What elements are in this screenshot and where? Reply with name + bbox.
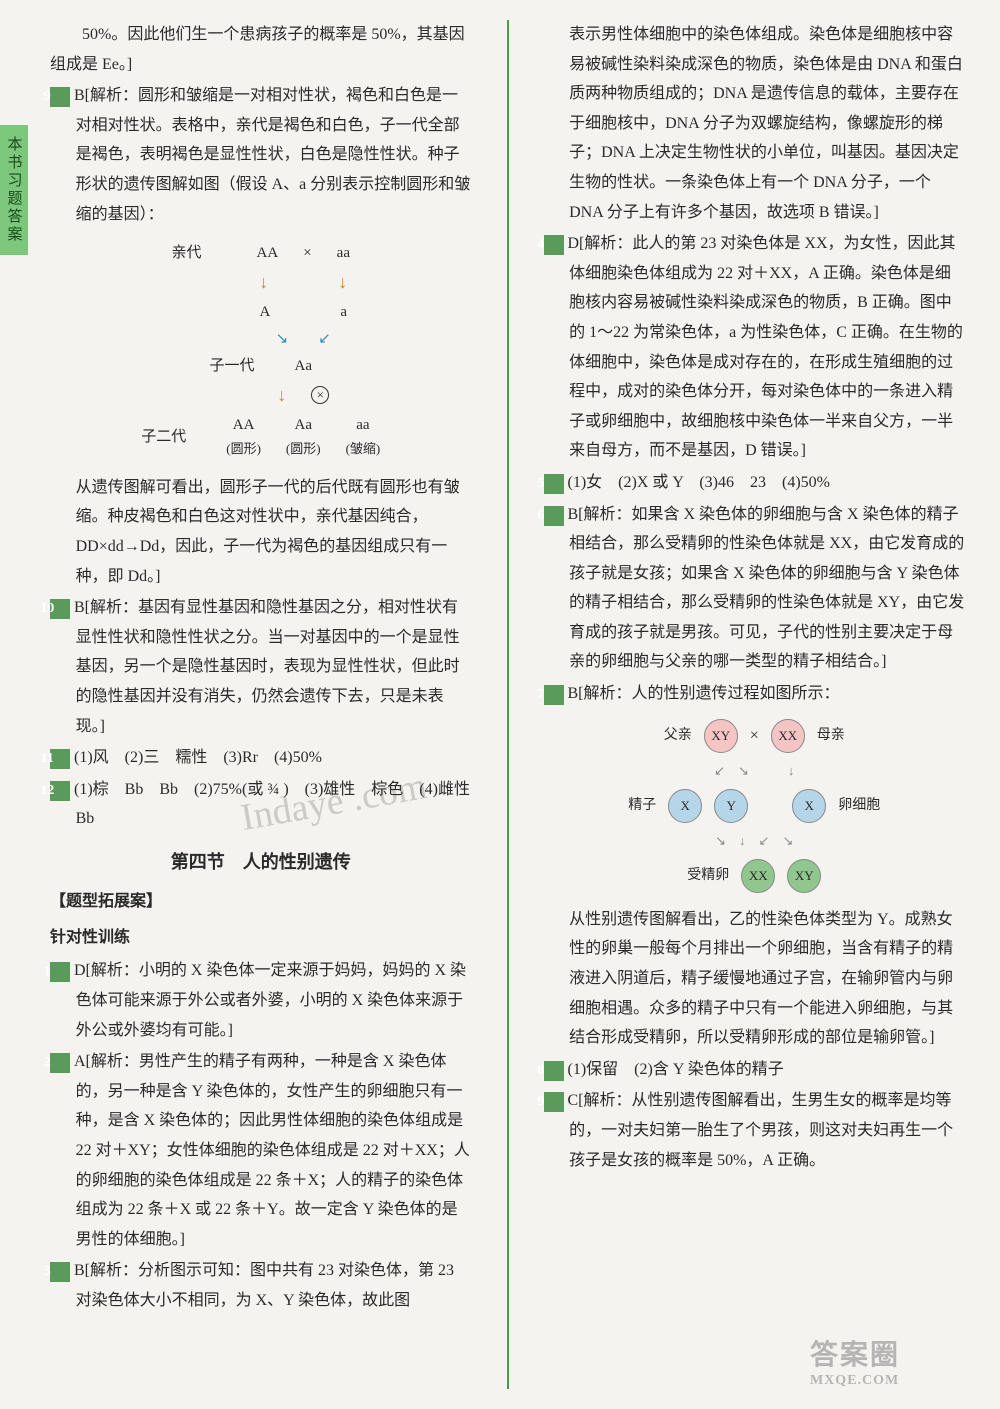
d-row4-c: aa xyxy=(356,417,369,433)
zygote-xy-node: XY xyxy=(787,859,821,893)
footer-brand: 答案圈 MXQE.COM xyxy=(810,1333,900,1389)
arrow-icon: ↓ xyxy=(338,268,347,297)
q10-text: B[解析：基因有显性基因和隐性基因之分，相对性状有显性性状和隐性性状之分。当一对… xyxy=(74,599,460,734)
father-node: XY xyxy=(704,719,738,753)
q9-num: 9 xyxy=(50,87,70,107)
expand-heading: 【题型拓展案】 xyxy=(50,887,472,917)
arrow-converge-icon: ↘ ↙ xyxy=(276,327,331,351)
t4-num: 4 xyxy=(544,235,564,255)
sperm-y-node: Y xyxy=(714,789,748,823)
sperm-x-node: X xyxy=(668,789,702,823)
t7: 7B[解析：人的性别遗传过程如图所示： xyxy=(544,679,966,709)
d-row2-b: a xyxy=(340,300,347,324)
t3-text: B[解析：分析图示可知：图中共有 23 对染色体，第 23 对染色体大小不相同，… xyxy=(74,1262,454,1309)
q12: 12(1)棕 Bb Bb (2)75%(或 ¾ ) (3)雄性 棕色 (4)雌性… xyxy=(50,775,472,834)
d-row4-label: 子二代 xyxy=(141,425,201,449)
t1-text: D[解析：小明的 X 染色体一定来源于妈妈，妈妈的 X 染色体可能来源于外公或者… xyxy=(74,962,466,1038)
d-row1-b: aa xyxy=(337,241,350,265)
fertilized-label: 受精卵 xyxy=(687,863,729,889)
d-row3: Aa xyxy=(295,354,313,378)
t5-num: 5 xyxy=(544,474,564,494)
d-row4-a-sub: (圆形) xyxy=(226,441,261,456)
cross-icon: × xyxy=(750,721,759,751)
t9-text: C[解析：从性别遗传图解看出，生男生女的概率是均等的，一对夫妇第一胎生了个男孩，… xyxy=(568,1092,954,1168)
t8: 8(1)保留 (2)含 Y 染色体的精子 xyxy=(544,1055,966,1085)
t9-num: 9 xyxy=(544,1092,564,1112)
d-row2-a: A xyxy=(259,300,270,324)
t8-text: (1)保留 (2)含 Y 染色体的精子 xyxy=(568,1061,784,1078)
t3-num: 3 xyxy=(50,1262,70,1282)
arrow-converge-icon: ↘ ↓ ↙ ↘ xyxy=(715,829,793,853)
arrow-icon: ↓ xyxy=(277,381,286,410)
mother-node: XX xyxy=(771,719,805,753)
q11-text: (1)风 (2)三 糯性 (3)Rr (4)50% xyxy=(74,749,322,766)
q12-num: 12 xyxy=(50,781,70,801)
t4-text: D[解析：此人的第 23 对染色体是 XX，为女性，因此其体细胞染色体组成为 2… xyxy=(568,235,963,459)
q10: 10B[解析：基因有显性基因和隐性基因之分，相对性状有显性性状和隐性性状之分。当… xyxy=(50,593,472,741)
d-row4-a: AA xyxy=(233,417,255,433)
d-row1-a: AA xyxy=(257,241,279,265)
self-cross-icon: × xyxy=(311,386,329,404)
left-p1: 50%。因此他们生一个患病孩子的概率是 50%，其基因组成是 Ee。] xyxy=(50,20,472,79)
side-tab: 本书习题答案 xyxy=(0,125,28,255)
father-label: 父亲 xyxy=(664,723,692,749)
column-divider xyxy=(507,20,509,1389)
arrow-icon: ↓ xyxy=(259,268,268,297)
t9: 9C[解析：从性别遗传图解看出，生男生女的概率是均等的，一对夫妇第一胎生了个男孩… xyxy=(544,1086,966,1175)
d-row1-x: × xyxy=(303,241,311,265)
section-4-title: 第四节 人的性别遗传 xyxy=(50,846,472,879)
heredity-diagram: 父亲 XY × XX 母亲 ↙ ↘ ↓ 精子 X Y X 卵细胞 ↘ ↓ ↙ ↘ xyxy=(544,719,966,893)
q9: 9B[解析：圆形和皱缩是一对相对性状，褐色和白色是一对相对性状。表格中，亲代是褐… xyxy=(50,81,472,229)
q10-num: 10 xyxy=(50,599,70,619)
d-row1-label: 亲代 xyxy=(172,241,232,265)
t8-num: 8 xyxy=(544,1061,564,1081)
t5: 5(1)女 (2)X 或 Y (3)46 23 (4)50% xyxy=(544,468,966,498)
egg-x-node: X xyxy=(792,789,826,823)
q12-text: (1)棕 Bb Bb (2)75%(或 ¾ ) (3)雄性 棕色 (4)雌性 B… xyxy=(74,781,486,828)
t7-cont: 从性别遗传图解看出，乙的性染色体类型为 Y。成熟女性的卵巢一般每个月排出一个卵细… xyxy=(544,905,966,1053)
t3: 3B[解析：分析图示可知：图中共有 23 对染色体，第 23 对染色体大小不相同… xyxy=(50,1256,472,1315)
t2-text: A[解析：男性产生的精子有两种，一种是含 X 染色体的，另一种是含 Y 染色体的… xyxy=(74,1053,470,1248)
right-p1: 表示男性体细胞中的染色体组成。染色体是细胞核中容易被碱性染料染成深色的物质，染色… xyxy=(544,20,966,227)
t5-text: (1)女 (2)X 或 Y (3)46 23 (4)50% xyxy=(568,474,830,491)
t4: 4D[解析：此人的第 23 对染色体是 XX，为女性，因此其体细胞染色体组成为 … xyxy=(544,229,966,466)
t6-text: B[解析：如果含 X 染色体的卵细胞与含 X 染色体的精子相结合，那么受精卵的性… xyxy=(568,506,965,671)
egg-label: 卵细胞 xyxy=(838,793,880,819)
t7-num: 7 xyxy=(544,685,564,705)
d-row4-b-sub: (圆形) xyxy=(286,441,321,456)
t6: 6B[解析：如果含 X 染色体的卵细胞与含 X 染色体的精子相结合，那么受精卵的… xyxy=(544,500,966,678)
t2-num: 2 xyxy=(50,1053,70,1073)
footer-brand-text: 答案圈 xyxy=(810,1340,900,1371)
genetics-diagram: 亲代 AA × aa ↓ ↓ A a ↘ ↙ 子一代 xyxy=(50,241,472,461)
q9-cont: 从遗传图解可看出，圆形子一代的后代既有圆形也有皱缩。种皮褐色和白色这对性状中，亲… xyxy=(50,473,472,591)
targeted-heading: 针对性训练 xyxy=(50,923,472,953)
d-row3-label: 子一代 xyxy=(210,354,270,378)
sperm-label: 精子 xyxy=(628,793,656,819)
page-content: 50%。因此他们生一个患病孩子的概率是 50%，其基因组成是 Ee。] 9B[解… xyxy=(50,20,965,1389)
t2: 2A[解析：男性产生的精子有两种，一种是含 X 染色体的，另一种是含 Y 染色体… xyxy=(50,1047,472,1254)
q11-num: 11 xyxy=(50,749,70,769)
arrow-diverge-icon: ↙ ↘ ↓ xyxy=(714,759,794,783)
zygote-xx-node: XX xyxy=(741,859,775,893)
mother-label: 母亲 xyxy=(817,723,845,749)
right-column: 表示男性体细胞中的染色体组成。染色体是细胞核中容易被碱性染料染成深色的物质，染色… xyxy=(544,20,966,1389)
footer-url: MXQE.COM xyxy=(810,1373,900,1389)
t1: 1D[解析：小明的 X 染色体一定来源于妈妈，妈妈的 X 染色体可能来源于外公或… xyxy=(50,956,472,1045)
t1-num: 1 xyxy=(50,962,70,982)
d-row4-b: Aa xyxy=(294,417,312,433)
d-row4-c-sub: (皱缩) xyxy=(346,441,381,456)
q11: 11(1)风 (2)三 糯性 (3)Rr (4)50% xyxy=(50,743,472,773)
t7-text: B[解析：人的性别遗传过程如图所示： xyxy=(568,685,840,702)
q9-text: B[解析：圆形和皱缩是一对相对性状，褐色和白色是一对相对性状。表格中，亲代是褐色… xyxy=(74,87,470,222)
t6-num: 6 xyxy=(544,506,564,526)
left-column: 50%。因此他们生一个患病孩子的概率是 50%，其基因组成是 Ee。] 9B[解… xyxy=(50,20,472,1389)
